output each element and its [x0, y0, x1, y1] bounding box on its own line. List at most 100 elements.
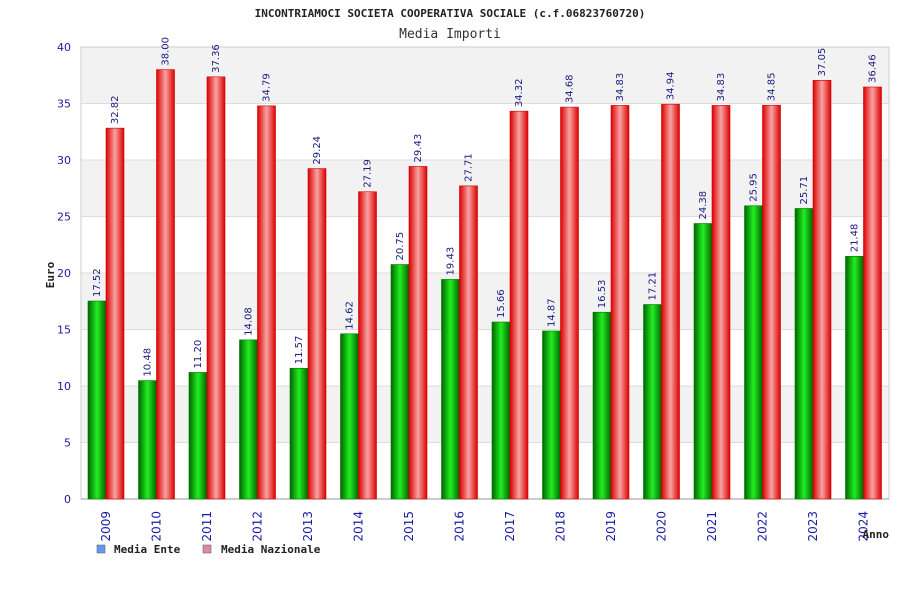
- x-tick-label: 2024: [857, 511, 871, 542]
- x-tick-label: 2011: [200, 511, 214, 542]
- bar-media-nazionale-2013: [307, 168, 327, 500]
- y-tick-label: 20: [57, 267, 71, 280]
- data-label: 38.00: [161, 37, 172, 66]
- data-labels: 17.52 32.82 10.48 38.00 11.20 37.36 14.08 34.79…: [92, 37, 879, 377]
- bar-media-nazionale-2010: [156, 69, 175, 500]
- data-label: 34.32: [514, 79, 525, 108]
- y-axis-title: Euro: [44, 261, 57, 288]
- legend-swatch-media-nazionale: [202, 544, 212, 554]
- x-tick-label: 2016: [453, 511, 467, 542]
- bar-media-ente-2015: [390, 264, 410, 500]
- data-label: 37.36: [211, 44, 222, 73]
- bar-media-ente-2020: [643, 304, 662, 500]
- x-tick-label: 2021: [705, 511, 719, 542]
- bar-media-nazionale-2019: [610, 105, 630, 500]
- data-label: 21.48: [850, 224, 861, 253]
- data-label: 16.53: [597, 280, 608, 309]
- y-tick-label: 5: [64, 437, 71, 450]
- bar-media-ente-2018: [542, 330, 561, 500]
- y-tick-label: 15: [57, 324, 71, 337]
- y-tick-label: 25: [57, 211, 71, 224]
- x-axis-ticks: 2009 2010 2011 2012 2013 2014 2015 2016 2017 2018…: [99, 511, 871, 542]
- data-label: 14.87: [547, 298, 558, 327]
- data-label: 11.57: [294, 336, 305, 365]
- bar-media-nazionale-2009: [105, 127, 125, 500]
- x-tick-label: 2023: [806, 511, 820, 542]
- bar-media-ente-2023: [794, 208, 814, 500]
- y-tick-label: 40: [57, 41, 71, 54]
- x-tick-label: 2014: [352, 511, 366, 542]
- x-tick-label: 2012: [251, 511, 265, 542]
- chart-subtitle: Media Importi: [399, 27, 501, 42]
- bar-media-ente-2014: [340, 333, 359, 500]
- x-tick-label: 2019: [604, 511, 618, 542]
- bar-media-nazionale-2012: [257, 105, 276, 500]
- data-label: 15.66: [496, 289, 507, 318]
- bar-media-ente-2012: [239, 339, 258, 500]
- x-tick-label: 2015: [402, 511, 416, 542]
- data-label: 32.82: [110, 95, 121, 124]
- bar-media-nazionale-2017: [509, 110, 529, 500]
- data-label: 17.52: [92, 268, 103, 297]
- y-axis-ticks: 0 5 10 15 20 25 30 35 40: [57, 41, 71, 506]
- data-label: 24.38: [698, 191, 709, 220]
- y-tick-label: 10: [57, 380, 71, 393]
- x-tick-label: 2013: [301, 511, 315, 542]
- x-tick-label: 2017: [503, 511, 517, 542]
- bars: [87, 69, 882, 500]
- y-tick-label: 30: [57, 154, 71, 167]
- bar-media-ente-2019: [592, 311, 612, 500]
- data-label: 27.71: [464, 153, 475, 182]
- bar-media-nazionale-2021: [711, 105, 731, 500]
- bar-media-nazionale-2023: [812, 80, 832, 500]
- bar-media-ente-2011: [188, 372, 208, 500]
- bar-media-ente-2017: [491, 321, 511, 500]
- bar-media-ente-2013: [289, 367, 309, 500]
- x-tick-label: 2018: [554, 511, 568, 542]
- bar-media-ente-2010: [138, 380, 157, 500]
- data-label: 27.19: [363, 159, 374, 188]
- data-label: 36.46: [868, 54, 879, 83]
- data-label: 14.62: [345, 301, 356, 330]
- data-label: 11.20: [193, 340, 204, 369]
- data-label: 34.83: [615, 73, 626, 102]
- legend-label-media-ente: Media Ente: [114, 543, 181, 556]
- bar-media-nazionale-2015: [408, 166, 428, 500]
- data-label: 25.71: [799, 176, 810, 205]
- bar-media-ente-2016: [441, 279, 460, 500]
- legend-swatch-media-ente: [96, 544, 106, 554]
- bar-media-nazionale-2014: [358, 191, 377, 500]
- x-tick-label: 2020: [655, 511, 669, 542]
- x-tick-label: 2009: [99, 511, 113, 542]
- bar-media-nazionale-2018: [560, 106, 579, 500]
- bar-media-nazionale-2011: [206, 76, 226, 500]
- data-label: 34.85: [767, 73, 778, 102]
- x-tick-label: 2010: [150, 511, 164, 542]
- data-label: 14.08: [244, 307, 255, 336]
- data-label: 34.83: [716, 73, 727, 102]
- x-tick-label: 2022: [756, 511, 770, 542]
- bar-media-ente-2024: [845, 255, 864, 500]
- data-label: 34.68: [565, 74, 576, 103]
- bar-media-nazionale-2016: [459, 185, 478, 500]
- data-label: 20.75: [395, 232, 406, 261]
- bar-media-nazionale-2020: [661, 103, 680, 500]
- legend-label-media-nazionale: Media Nazionale: [221, 543, 321, 556]
- data-label: 37.05: [817, 48, 828, 77]
- legend: Media Ente Media Nazionale: [96, 543, 321, 556]
- data-label: 10.48: [143, 348, 154, 377]
- data-label: 25.95: [749, 173, 760, 202]
- bar-media-nazionale-2024: [863, 86, 882, 500]
- bar-media-ente-2022: [744, 205, 763, 500]
- bar-media-ente-2009: [87, 300, 107, 500]
- data-label: 34.94: [666, 72, 677, 101]
- data-label: 17.21: [648, 272, 659, 301]
- bar-media-nazionale-2022: [762, 104, 781, 500]
- y-tick-label: 0: [64, 493, 71, 506]
- x-axis-title: Anno: [863, 528, 890, 541]
- chart-title: INCONTRIAMOCI SOCIETA COOPERATIVA SOCIAL…: [255, 7, 646, 20]
- data-label: 29.43: [413, 134, 424, 163]
- y-tick-label: 35: [57, 98, 71, 111]
- data-label: 34.79: [262, 73, 273, 102]
